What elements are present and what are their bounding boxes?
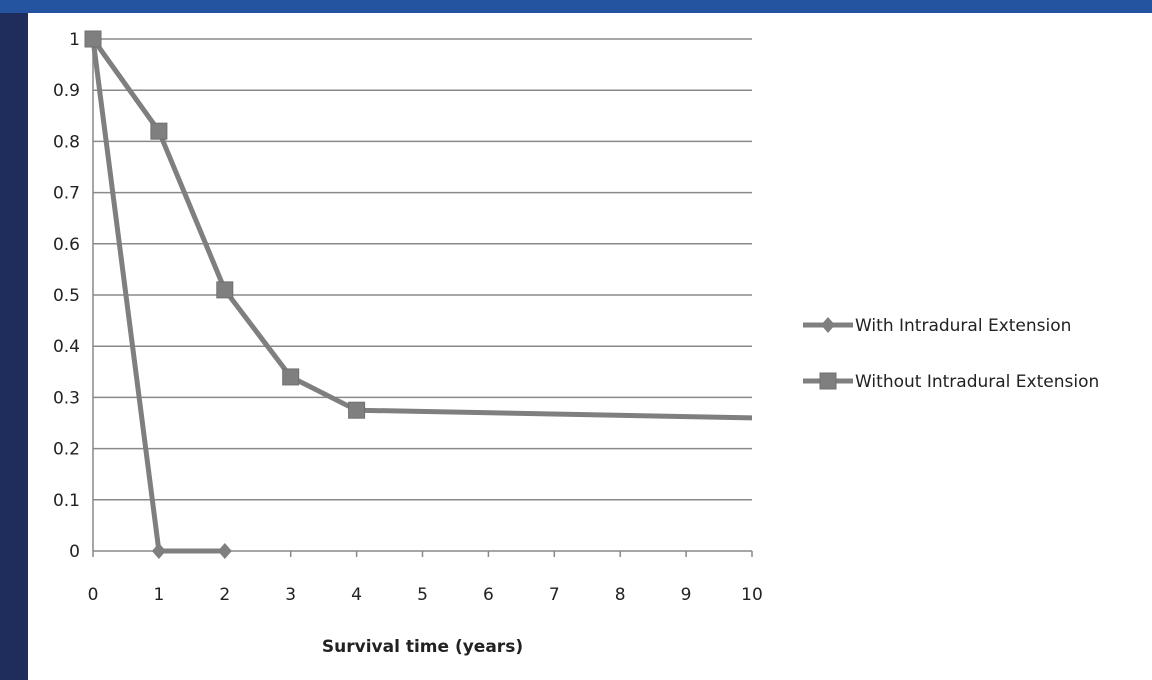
x-tick-label: 0 — [88, 585, 99, 605]
series-2-point — [216, 281, 234, 299]
y-tick-label: 0.1 — [53, 491, 80, 511]
series-2-point — [282, 368, 300, 386]
x-tick-label: 5 — [417, 585, 428, 605]
y-tick-label: 0.8 — [53, 132, 80, 152]
x-tick-label: 3 — [285, 585, 296, 605]
x-axis-ticks: 0 1 2 3 4 5 6 7 8 9 10 — [88, 551, 763, 605]
legend-marker-1 — [821, 317, 835, 333]
legend: With Intradural Extension Without Intradu… — [803, 316, 1099, 392]
x-tick-label: 9 — [681, 585, 692, 605]
y-tick-label: 0.5 — [53, 286, 80, 306]
legend-marker-2 — [819, 372, 837, 390]
series-1-point — [151, 543, 166, 559]
series-1-point — [217, 543, 232, 559]
legend-label-2: Without Intradural Extension — [855, 372, 1099, 392]
y-tick-label: 0.3 — [53, 388, 80, 408]
series-line-2 — [90, 37, 753, 421]
series-2-point — [84, 30, 102, 48]
x-tick-label: 6 — [483, 585, 494, 605]
series-2-point — [150, 122, 168, 140]
x-tick-label: 7 — [549, 585, 560, 605]
y-tick-label: 0.2 — [53, 440, 80, 460]
x-tick-label: 2 — [219, 585, 230, 605]
x-tick-label: 4 — [351, 585, 362, 605]
x-tick-label: 10 — [741, 585, 763, 605]
slide-frame-top — [0, 0, 1152, 13]
y-tick-label: 0.4 — [53, 337, 80, 357]
x-axis-title: Survival time (years) — [322, 637, 523, 657]
y-tick-label: 0.7 — [53, 184, 80, 204]
y-tick-label: 0.6 — [53, 235, 80, 255]
slide-frame-left — [0, 0, 28, 680]
gridlines — [93, 38, 752, 501]
y-tick-label: 1 — [69, 30, 80, 50]
y-tick-label: 0.9 — [53, 81, 80, 101]
y-axis-ticks: 0 0.1 0.2 0.3 0.4 0.5 0.6 0.7 0.8 0.9 1 — [53, 30, 80, 562]
x-tick-label: 1 — [153, 585, 164, 605]
legend-label-1: With Intradural Extension — [855, 316, 1071, 336]
series-2-point — [348, 401, 366, 419]
x-tick-label: 8 — [615, 585, 626, 605]
series-markers — [84, 30, 366, 559]
y-tick-label: 0 — [69, 542, 80, 562]
